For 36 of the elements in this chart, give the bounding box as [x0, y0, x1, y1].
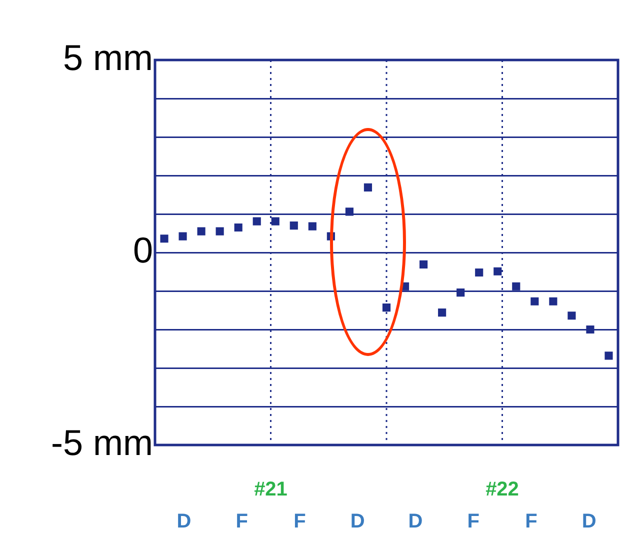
point [178, 232, 187, 240]
point [512, 282, 520, 290]
text: F [294, 510, 306, 533]
point [475, 268, 484, 277]
text: D [176, 510, 192, 533]
text: D [408, 510, 423, 533]
point [456, 288, 465, 297]
point [604, 352, 613, 360]
text: F [467, 510, 480, 533]
text: #21 [254, 478, 288, 501]
text: D [582, 510, 596, 533]
point [530, 297, 539, 306]
y-tick-label: -5 mm [51, 422, 153, 463]
point [364, 183, 372, 192]
point [216, 227, 224, 236]
point [586, 325, 594, 334]
point [290, 222, 298, 230]
text: F [525, 510, 538, 533]
point [494, 267, 502, 276]
point [345, 208, 354, 216]
point [420, 260, 428, 268]
point [271, 217, 280, 226]
y-tick-label: 5 mm [63, 36, 153, 78]
point [568, 312, 576, 320]
point [438, 308, 446, 317]
point [308, 222, 316, 230]
point [549, 297, 558, 306]
point [197, 227, 206, 236]
point [234, 223, 242, 232]
text: F [236, 510, 248, 533]
point [382, 304, 391, 312]
point [160, 234, 168, 243]
y-tick-label: 0 [132, 229, 153, 270]
text: D [350, 510, 365, 533]
point [252, 217, 261, 226]
text: #22 [486, 478, 519, 501]
